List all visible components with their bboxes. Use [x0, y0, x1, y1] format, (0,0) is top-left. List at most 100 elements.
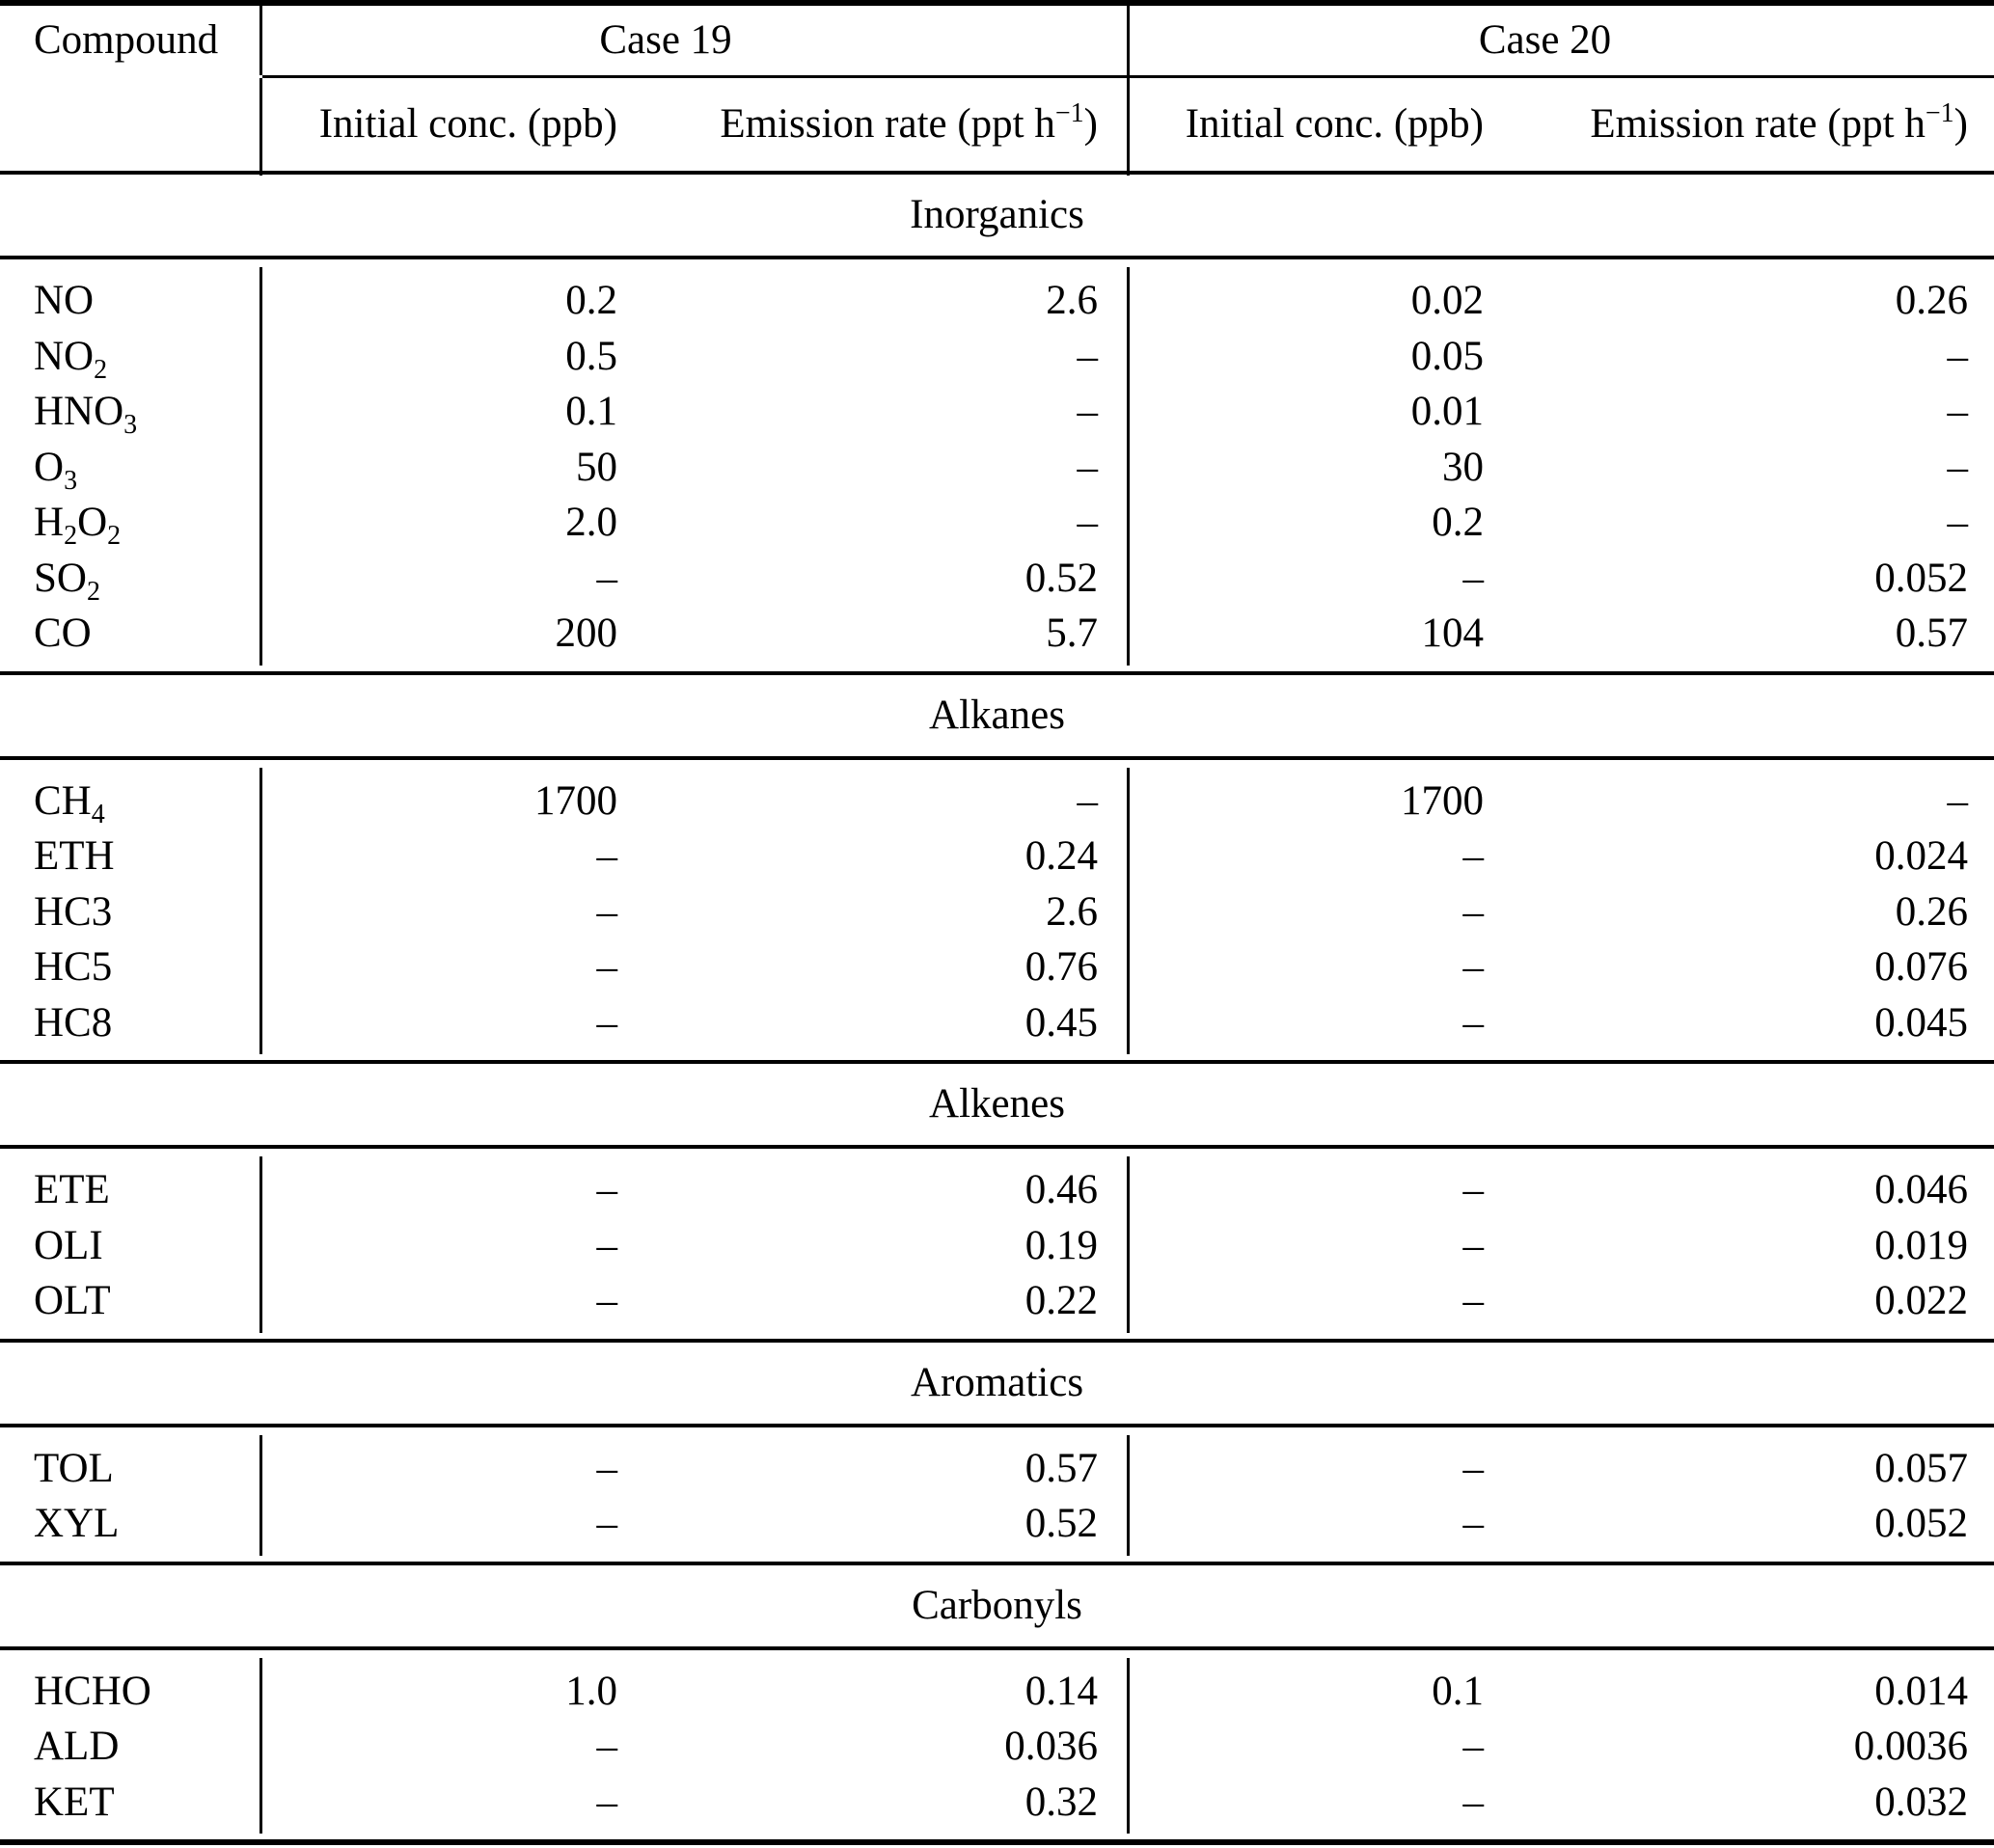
compound-subscript: 2	[64, 521, 78, 551]
cell-case19-initial-conc: –	[596, 555, 618, 601]
compound-name: KET	[0, 1775, 262, 1831]
cell-case20-emission-rate: –	[1947, 444, 1969, 490]
cell-case20-initial-conc: –	[1462, 833, 1485, 879]
compound-text: HC8	[34, 999, 113, 1046]
table-row: ETH – 0.24 – 0.024	[0, 829, 1994, 884]
cell-case19-emission-rate: 0.45	[1024, 999, 1098, 1046]
table-row: XYL – 0.52 – 0.052	[0, 1496, 1994, 1552]
case20-emission-rate-header: Emission rate (ppt h−1)	[1505, 78, 1994, 176]
cell-case20-emission-rate: 0.57	[1895, 611, 1968, 656]
cell-case20-emission-rate: 0.076	[1874, 944, 1968, 990]
emission-rate-exponent: −1	[1925, 98, 1954, 128]
case19-group-header: Case 19	[599, 17, 732, 63]
section-bottom-rule	[0, 1561, 1994, 1565]
case19-initial-conc-header: Initial conc. (ppb)	[318, 101, 617, 147]
cell-case20-emission-rate: –	[1947, 389, 1969, 434]
cell-case19-initial-conc: 0.2	[565, 278, 617, 323]
section-rows-inorganics: NO 0.2 2.6 0.02 0.26 NO2 0.5–0.05– HNO3 0.1 – 0.01…	[0, 259, 1994, 671]
cell-case19-initial-conc: 50	[576, 444, 617, 490]
cell-case19-emission-rate: –	[1077, 777, 1099, 824]
cell-case20-emission-rate: 0.014	[1874, 1668, 1968, 1714]
cell-case20-emission-rate: 0.0036	[1853, 1724, 1968, 1769]
compound-name: ETE	[0, 1162, 262, 1218]
cell-case19-emission-rate: –	[1077, 389, 1099, 434]
group-underline-rule	[262, 75, 1994, 78]
compound-subscript: 2	[94, 354, 108, 385]
compound-subscript: 4	[91, 799, 105, 829]
cell-case20-initial-conc: –	[1462, 999, 1485, 1046]
compound-name: CO	[0, 606, 262, 662]
cell-case19-initial-conc: –	[596, 888, 618, 935]
cell-case19-initial-conc: 1700	[534, 777, 617, 824]
column-divider-line	[259, 1156, 262, 1333]
cell-case19-initial-conc: 1.0	[565, 1668, 617, 1714]
column-divider-line	[1127, 1434, 1130, 1556]
compound-name: HC5	[0, 939, 262, 995]
case20-group-header: Case 20	[1127, 6, 1994, 75]
emission-rate-label: Emission rate (ppt h	[1590, 101, 1926, 147]
compound-name: OLT	[0, 1273, 262, 1329]
compound-subscript: 3	[123, 410, 138, 440]
cell-case20-emission-rate: –	[1947, 333, 1969, 379]
compound-name: CH4	[0, 774, 262, 834]
cell-case20-initial-conc: 0.01	[1410, 389, 1484, 434]
compound-name: SO2	[0, 551, 262, 611]
cell-case19-initial-conc: –	[596, 1222, 618, 1268]
compound-text: OLI	[34, 1222, 103, 1268]
cell-case20-initial-conc: –	[1462, 1445, 1485, 1491]
cell-case19-emission-rate: 2.6	[1046, 888, 1098, 935]
compound-text: O	[34, 444, 65, 490]
section-rows-aromatics: TOL – 0.57 – 0.057 XYL – 0.52 – 0.052	[0, 1427, 1994, 1562]
emission-rate-exponent: −1	[1054, 98, 1084, 128]
table-row: NO 0.2 2.6 0.02 0.26	[0, 273, 1994, 329]
column-divider-line	[259, 767, 262, 1054]
cell-case19-initial-conc: 0.1	[565, 389, 617, 434]
compound-name: OLI	[0, 1218, 262, 1274]
compound-name: XYL	[0, 1496, 262, 1552]
cell-case20-initial-conc: –	[1462, 1222, 1485, 1268]
table-row: HNO3 0.1 – 0.01 –	[0, 384, 1994, 440]
section-rows-carbonyls: HCHO 1.0 0.14 0.1 0.014 ALD – 0.036 – 0.0036 KET – 0…	[0, 1650, 1994, 1840]
case20-initial-conc-header: Initial conc. (ppb)	[1127, 78, 1505, 176]
compound-text: NO	[34, 333, 95, 379]
cell-case19-emission-rate: 0.52	[1024, 555, 1098, 601]
table-top-rule	[0, 0, 1994, 6]
table-row: OLI – 0.19 – 0.019	[0, 1218, 1994, 1274]
compound-subscript: 2	[107, 521, 122, 551]
compound-text: ETE	[34, 1167, 110, 1212]
cell-case20-emission-rate: 0.26	[1895, 278, 1968, 323]
emission-rate-label-close: )	[1083, 101, 1098, 147]
compound-column-header: Compound	[0, 6, 262, 75]
cell-case20-initial-conc: –	[1462, 1724, 1485, 1769]
compound-header-spacer	[0, 78, 262, 176]
compound-text: CH	[34, 777, 92, 824]
cell-case20-initial-conc: –	[1462, 1167, 1485, 1212]
cell-case20-initial-conc: –	[1462, 1501, 1485, 1546]
column-divider-line	[259, 1657, 262, 1834]
section-header-alkanes: Alkanes	[929, 692, 1065, 738]
cell-case19-emission-rate: 0.14	[1024, 1668, 1098, 1714]
compound-name: HC8	[0, 995, 262, 1051]
table-header-column-row: Initial conc. (ppb) Emission rate (ppt h…	[0, 78, 1994, 176]
compound-name: ALD	[0, 1719, 262, 1775]
cell-case20-emission-rate: 0.019	[1874, 1222, 1968, 1268]
cell-case20-emission-rate: 0.052	[1874, 1501, 1968, 1546]
compound-text: HCHO	[34, 1668, 151, 1714]
table-row: CH4 1700 – 1700 –	[0, 774, 1994, 829]
cell-case19-emission-rate: 5.7	[1046, 611, 1098, 656]
table-row: TOL – 0.57 – 0.057	[0, 1441, 1994, 1497]
cell-case19-initial-conc: –	[596, 1445, 618, 1491]
table-row: KET – 0.32 – 0.032	[0, 1775, 1994, 1831]
emission-rate-label: Emission rate (ppt h	[720, 101, 1055, 147]
compound-subscript: 3	[64, 465, 78, 496]
column-divider-line	[1127, 1657, 1130, 1834]
compound-text: XYL	[34, 1501, 120, 1546]
table-row: NO2 0.5 – 0.05 –	[0, 329, 1994, 385]
cell-case19-initial-conc: –	[596, 1278, 618, 1323]
compound-name: HNO3	[0, 384, 262, 445]
cell-case20-initial-conc: 1700	[1401, 777, 1484, 824]
cell-case19-initial-conc: 200	[555, 611, 618, 656]
compound-text: CO	[34, 611, 92, 656]
cell-case19-emission-rate: 0.19	[1024, 1222, 1098, 1268]
